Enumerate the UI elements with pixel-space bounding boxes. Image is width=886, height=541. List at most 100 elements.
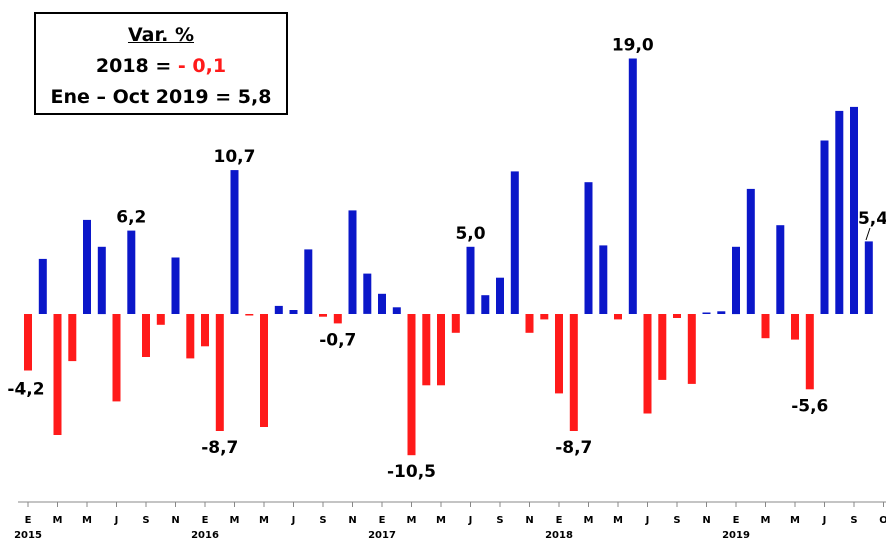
bar-43 xyxy=(658,314,667,380)
bar-38 xyxy=(584,182,593,314)
bar-23 xyxy=(363,273,372,314)
bar-34 xyxy=(525,314,534,333)
bar-56 xyxy=(850,106,858,315)
bar-57 xyxy=(864,241,873,314)
bar-24 xyxy=(378,293,386,314)
year-label: 2016 xyxy=(191,530,219,541)
bar-46 xyxy=(702,312,711,314)
year-label: 2015 xyxy=(14,530,42,541)
bar-22 xyxy=(348,210,357,314)
bar-11 xyxy=(186,314,195,359)
x-tick-label: J xyxy=(468,515,473,526)
x-tick-label: M xyxy=(53,515,63,526)
x-tick-label: M xyxy=(584,515,594,526)
legend-2018-value: - 0,1 xyxy=(177,55,227,77)
bar-14 xyxy=(230,170,239,314)
x-tick-label: M xyxy=(82,515,92,526)
bar-9 xyxy=(156,314,165,325)
data-label: -5,6 xyxy=(791,396,828,416)
bar-8 xyxy=(142,314,150,357)
bar-5 xyxy=(97,246,106,315)
x-tick-label: M xyxy=(790,515,800,526)
bar-10 xyxy=(171,257,180,314)
bar-52 xyxy=(791,314,799,340)
x-tick-label: E xyxy=(25,515,32,526)
year-label: 2017 xyxy=(368,530,396,541)
bar-15 xyxy=(245,314,254,316)
bar-12 xyxy=(201,314,209,347)
bar-44 xyxy=(673,314,681,318)
bar-33 xyxy=(510,171,519,314)
x-tick-label: O xyxy=(879,515,886,526)
x-tick-label: S xyxy=(496,515,503,526)
bar-36 xyxy=(555,314,563,394)
bar-53 xyxy=(805,314,814,390)
data-label: -4,2 xyxy=(7,380,44,400)
x-tick-label: J xyxy=(114,515,119,526)
bar-49 xyxy=(746,188,755,314)
x-tick-label: E xyxy=(733,515,740,526)
x-tick-label: M xyxy=(407,515,417,526)
data-label: 19,0 xyxy=(612,36,654,56)
x-tick-label: N xyxy=(348,515,356,526)
data-label: 6,2 xyxy=(116,208,146,228)
data-label: -8,7 xyxy=(555,438,592,458)
x-tick-label: J xyxy=(645,515,650,526)
bar-48 xyxy=(732,246,740,315)
leader-line xyxy=(865,227,871,241)
data-label: 5,0 xyxy=(455,224,485,244)
year-label: 2018 xyxy=(545,530,573,541)
bar-27 xyxy=(422,314,431,386)
legend-title: Var. % xyxy=(127,24,195,46)
year-label: 2019 xyxy=(722,530,750,541)
bar-6 xyxy=(112,314,121,402)
x-tick-label: N xyxy=(171,515,179,526)
legend-2018-prefix: 2018 = xyxy=(95,55,178,77)
bar-47 xyxy=(717,311,726,314)
bar-55 xyxy=(835,110,844,315)
data-label: 10,7 xyxy=(214,147,256,167)
x-tick-label: S xyxy=(319,515,326,526)
x-tick-label: E xyxy=(379,515,386,526)
data-label: 5,4 xyxy=(858,209,886,229)
x-tick-label: M xyxy=(436,515,446,526)
bar-7 xyxy=(127,230,136,314)
x-tick-label: S xyxy=(142,515,149,526)
bar-0 xyxy=(24,314,32,371)
x-tick-label: M xyxy=(761,515,771,526)
bar-50 xyxy=(761,314,770,339)
bar-40 xyxy=(614,314,622,320)
x-tick-label: E xyxy=(556,515,563,526)
bar-17 xyxy=(274,305,283,314)
bar-41 xyxy=(628,58,637,314)
bar-25 xyxy=(392,307,401,314)
bar-3 xyxy=(68,314,77,362)
bar-4 xyxy=(83,219,91,314)
bar-31 xyxy=(481,295,490,314)
x-tick-label: S xyxy=(673,515,680,526)
bar-13 xyxy=(215,314,224,431)
x-tick-label: N xyxy=(525,515,533,526)
bar-54 xyxy=(820,140,829,314)
bar-30 xyxy=(466,246,475,315)
bar-18 xyxy=(289,310,298,314)
x-tick-label: M xyxy=(613,515,623,526)
bar-26 xyxy=(407,314,416,456)
x-tick-label: M xyxy=(259,515,269,526)
bar-29 xyxy=(451,314,460,333)
bar-32 xyxy=(496,277,504,314)
x-tick-label: E xyxy=(202,515,209,526)
legend-box: Var. % 2018 = - 0,1 Ene – Oct 2019 = 5,8 xyxy=(34,12,288,115)
legend-line-2019: Ene – Oct 2019 = 5,8 xyxy=(50,86,272,108)
x-tick-label: N xyxy=(702,515,710,526)
bar-37 xyxy=(569,314,578,431)
data-label: -0,7 xyxy=(319,330,356,350)
legend-line-2018: 2018 = - 0,1 xyxy=(36,55,286,77)
bar-1 xyxy=(38,258,47,314)
bar-20 xyxy=(319,314,327,317)
bar-42 xyxy=(643,314,652,414)
x-tick-label: M xyxy=(230,515,240,526)
bar-21 xyxy=(333,314,342,324)
data-label: -8,7 xyxy=(201,438,238,458)
